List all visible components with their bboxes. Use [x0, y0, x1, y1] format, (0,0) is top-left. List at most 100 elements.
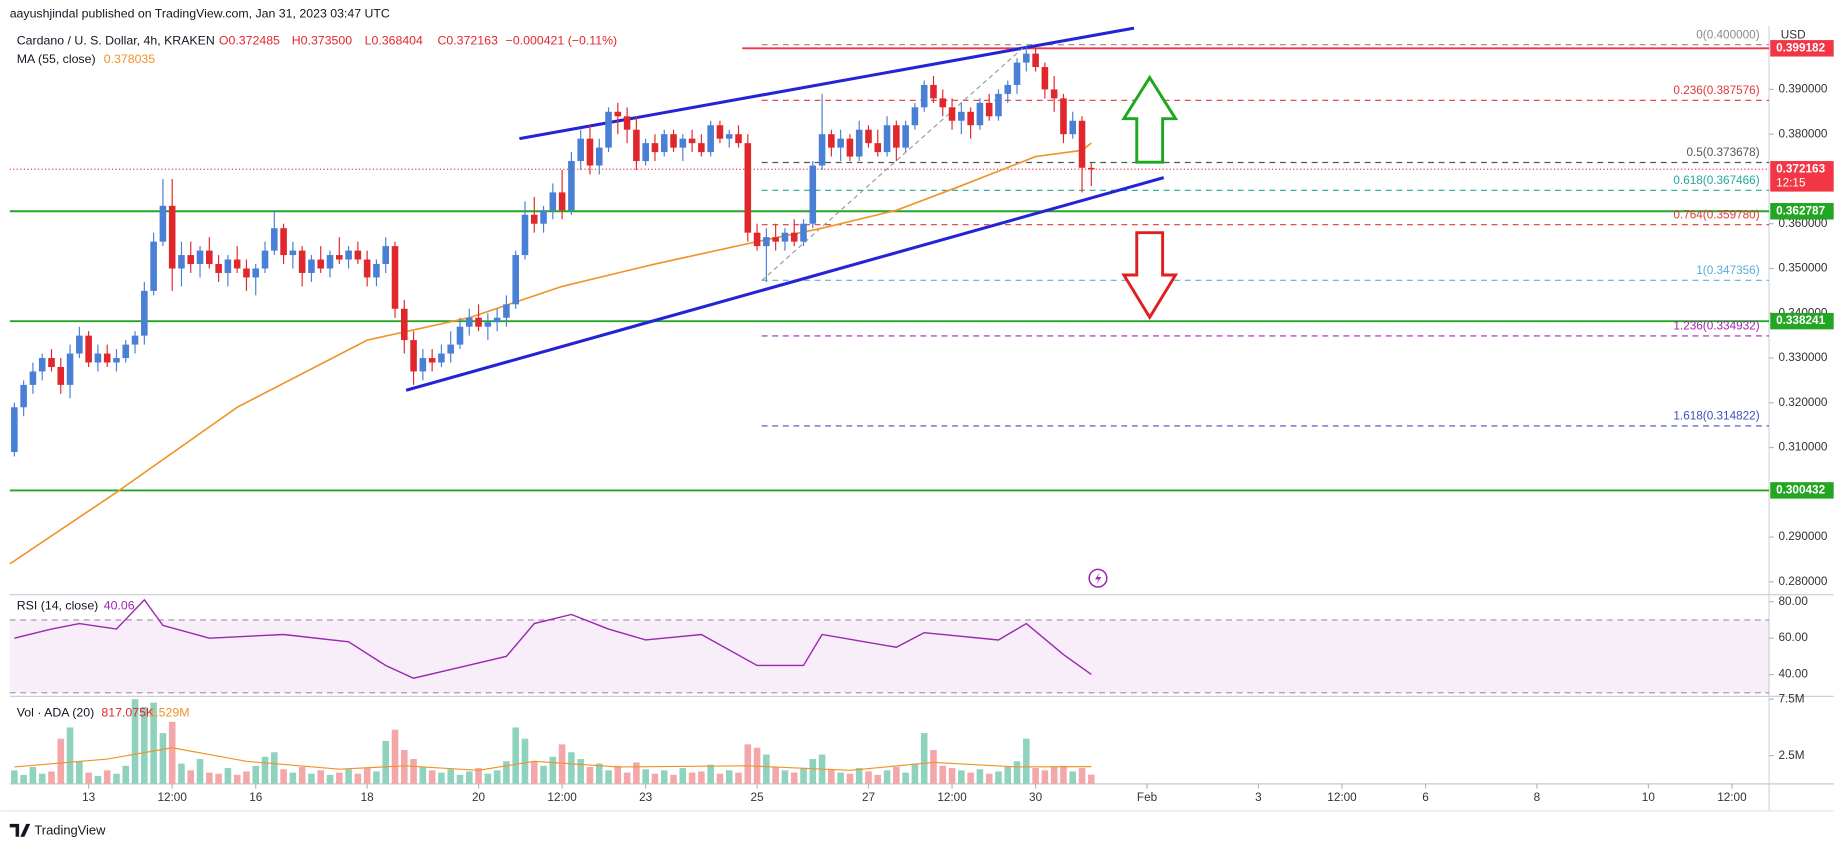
volume-bar: [772, 766, 779, 784]
volume-legend-value: 817.075K: [101, 706, 155, 720]
x-tick-label: 18: [361, 791, 375, 804]
candle-body: [772, 237, 779, 242]
volume-bar: [948, 768, 956, 784]
candle-body: [103, 353, 111, 363]
candle-body: [790, 232, 798, 242]
fib-label: 0.5(0.373678): [1686, 146, 1759, 159]
volume-bar: [280, 769, 287, 784]
volume-bar: [298, 766, 306, 784]
candle-body: [763, 237, 770, 247]
candle-body: [883, 125, 891, 153]
volume-bar: [168, 721, 176, 784]
volume-bar: [215, 773, 222, 784]
volume-bar: [150, 702, 157, 784]
x-tick-label: 27: [862, 791, 875, 804]
ohlc-change: −0.000421 (−0.11%): [506, 33, 617, 47]
volume-bar: [159, 733, 167, 784]
volume-bar: [1060, 765, 1067, 784]
y-tick-label: 0.360000: [1778, 217, 1827, 230]
moving-average: [9, 142, 1092, 565]
volume-bar: [828, 769, 835, 784]
level-box: [1770, 312, 1834, 330]
volume-bar: [521, 738, 529, 784]
candle-body: [1004, 84, 1012, 94]
candle-body: [1032, 53, 1039, 68]
candle-body: [419, 358, 427, 372]
candle-body: [187, 255, 195, 265]
candle-body: [642, 143, 649, 162]
published-note: aayushjindal published on TradingView.co…: [10, 6, 390, 20]
x-tick-label: 16: [249, 791, 263, 804]
candle-body: [428, 358, 436, 363]
candle-body: [846, 138, 854, 157]
volume-bar: [893, 766, 900, 784]
x-tick-label: 6: [1422, 791, 1429, 804]
candle-body: [512, 255, 519, 305]
candle-body: [558, 192, 566, 211]
volume-tick-label: 2.5M: [1778, 749, 1804, 762]
level-label: 0.300432: [1776, 484, 1825, 497]
volume-bar: [11, 770, 18, 784]
volume-pane: [11, 699, 1095, 784]
volume-bar: [94, 775, 102, 784]
volume-bar: [363, 768, 371, 784]
volume-bar: [224, 768, 232, 784]
volume-bar: [920, 733, 928, 784]
volume-bar: [76, 761, 83, 784]
volume-bar: [558, 744, 566, 784]
fib-label: 0.764(0.359780): [1673, 208, 1759, 221]
fib-label: 1.236(0.334932): [1673, 320, 1759, 333]
volume-bar: [178, 763, 185, 784]
candle-body: [141, 290, 148, 336]
event-icon-bolt: [1095, 572, 1102, 585]
candle-body: [317, 259, 325, 269]
volume-bar: [540, 765, 547, 784]
volume-bar: [1013, 761, 1021, 784]
candle-body: [967, 111, 974, 126]
candle-body: [781, 232, 789, 242]
ohlc-high: H0.373500: [292, 33, 352, 47]
trendline: [519, 26, 1135, 141]
candle-body: [150, 241, 157, 291]
candle-body: [893, 125, 900, 148]
brand-logo: [9, 823, 31, 837]
candle-body: [660, 134, 668, 153]
volume-bar: [874, 774, 882, 784]
volume-bar: [586, 766, 594, 784]
volume-bar: [1032, 768, 1039, 784]
fib-label: 0(0.400000): [1696, 28, 1759, 41]
volume-bar: [633, 762, 640, 784]
candle-body: [391, 246, 399, 309]
candle-body: [465, 317, 473, 327]
rsi-pane: [9, 598, 1770, 694]
candle-body: [243, 268, 250, 278]
candle-body: [484, 322, 492, 327]
volume-bar: [985, 773, 993, 784]
candle-body: [911, 107, 919, 126]
candle-body: [503, 304, 510, 318]
x-tick-label: 12:00: [1717, 791, 1747, 804]
candle-body: [577, 138, 584, 162]
volume-bar: [1078, 768, 1086, 784]
candle-body: [1078, 120, 1086, 168]
x-tick-label: 12:00: [1327, 791, 1357, 804]
candle-body: [1041, 67, 1049, 90]
volume-bar: [29, 766, 37, 784]
volume-bar: [725, 770, 733, 784]
x-tick-label: 12:00: [157, 791, 187, 804]
candle-body: [744, 143, 752, 233]
volume-bar: [670, 774, 677, 784]
candle-body: [122, 344, 130, 359]
candle-body: [196, 250, 204, 265]
candle-body: [651, 143, 659, 153]
volume-bar: [503, 761, 510, 784]
volume-bar: [428, 770, 436, 784]
candle-body: [298, 250, 306, 273]
x-tick-label: 3: [1255, 791, 1262, 804]
volume-bar: [103, 770, 111, 784]
candle-body: [1088, 167, 1095, 170]
candle-body: [1069, 120, 1077, 135]
volume-bar: [1004, 766, 1012, 784]
candle-body: [252, 268, 260, 278]
